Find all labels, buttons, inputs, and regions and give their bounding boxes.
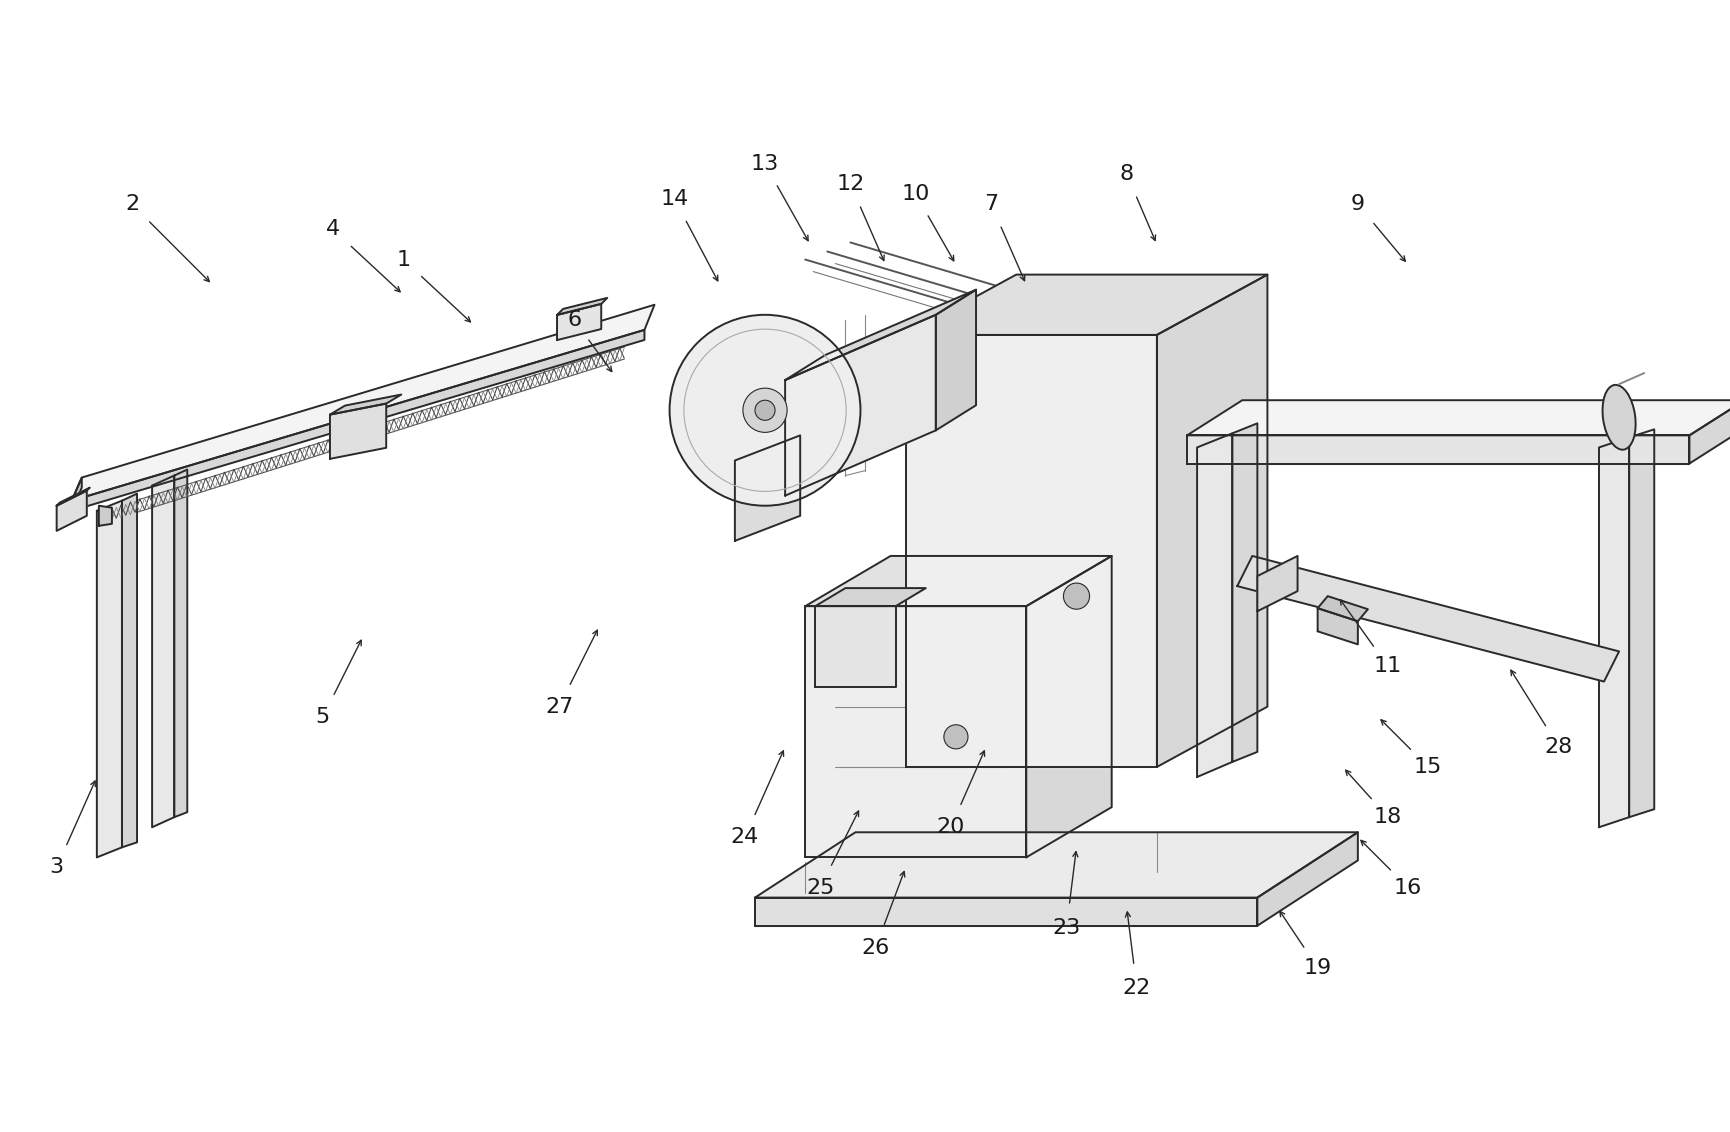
Circle shape	[670, 315, 860, 506]
Text: 4: 4	[325, 220, 339, 239]
Text: 12: 12	[836, 174, 863, 195]
Polygon shape	[1599, 437, 1628, 827]
Polygon shape	[1256, 832, 1356, 926]
Polygon shape	[1187, 401, 1730, 436]
Polygon shape	[785, 315, 936, 496]
Polygon shape	[936, 290, 976, 430]
Polygon shape	[99, 506, 112, 525]
Polygon shape	[735, 436, 799, 541]
Circle shape	[1062, 583, 1088, 609]
Polygon shape	[1317, 597, 1367, 621]
Polygon shape	[71, 305, 654, 500]
Polygon shape	[1237, 556, 1618, 681]
Text: 14: 14	[661, 189, 689, 209]
Polygon shape	[1156, 275, 1266, 767]
Polygon shape	[71, 329, 644, 511]
Text: 18: 18	[1374, 807, 1401, 827]
Text: 2: 2	[125, 195, 138, 214]
Text: 28: 28	[1543, 737, 1573, 757]
Text: 10: 10	[901, 185, 929, 204]
Polygon shape	[1026, 556, 1111, 857]
Circle shape	[742, 388, 787, 432]
Text: 26: 26	[862, 937, 889, 958]
Polygon shape	[97, 500, 121, 857]
Polygon shape	[1187, 436, 1688, 463]
Text: 24: 24	[730, 827, 759, 847]
Polygon shape	[905, 335, 1156, 767]
Text: 20: 20	[936, 817, 965, 838]
Polygon shape	[905, 275, 1266, 335]
Polygon shape	[785, 290, 976, 380]
Polygon shape	[57, 488, 90, 506]
Text: 7: 7	[983, 195, 998, 214]
Text: 9: 9	[1349, 195, 1365, 214]
Text: 27: 27	[545, 696, 573, 717]
Polygon shape	[1197, 434, 1232, 777]
Polygon shape	[121, 494, 137, 848]
Polygon shape	[815, 589, 926, 607]
Text: 19: 19	[1303, 958, 1330, 978]
Polygon shape	[175, 470, 187, 817]
Polygon shape	[1256, 556, 1298, 611]
Text: 11: 11	[1374, 657, 1401, 677]
Text: 13: 13	[751, 154, 779, 174]
Text: 22: 22	[1123, 978, 1150, 998]
Polygon shape	[330, 404, 386, 458]
Polygon shape	[152, 475, 175, 827]
Polygon shape	[557, 303, 600, 340]
Ellipse shape	[1602, 385, 1635, 449]
Polygon shape	[1628, 429, 1654, 817]
Polygon shape	[330, 395, 401, 414]
Polygon shape	[557, 298, 607, 315]
Polygon shape	[754, 832, 1356, 898]
Text: 15: 15	[1413, 757, 1441, 777]
Polygon shape	[57, 490, 86, 531]
Text: 23: 23	[1052, 918, 1080, 937]
Polygon shape	[1232, 423, 1256, 762]
Text: 1: 1	[396, 249, 410, 269]
Polygon shape	[754, 898, 1256, 926]
Circle shape	[754, 401, 775, 420]
Polygon shape	[804, 607, 1026, 857]
Polygon shape	[1688, 401, 1730, 463]
Polygon shape	[1317, 608, 1356, 644]
Polygon shape	[804, 556, 1111, 607]
Circle shape	[943, 724, 967, 749]
Text: 6: 6	[567, 310, 581, 329]
Text: 25: 25	[806, 877, 834, 898]
Polygon shape	[71, 478, 81, 511]
Text: 3: 3	[50, 857, 64, 877]
Text: 16: 16	[1393, 877, 1422, 898]
Text: 8: 8	[1119, 164, 1133, 185]
Polygon shape	[815, 607, 894, 687]
Text: 5: 5	[315, 706, 330, 727]
